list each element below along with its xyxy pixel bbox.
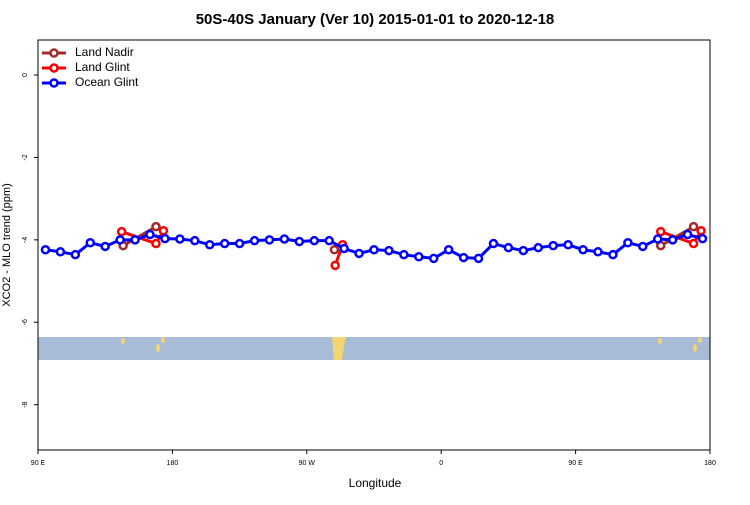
plot-frame <box>37 39 711 451</box>
data-point <box>414 251 424 262</box>
data-point <box>339 243 349 254</box>
data-point <box>329 244 340 255</box>
data-point <box>130 235 140 245</box>
data-point <box>85 237 96 248</box>
y-tick-label: -4 <box>22 237 29 243</box>
data-point <box>219 238 230 249</box>
data-point <box>264 235 275 245</box>
data-point <box>151 238 161 249</box>
x-tick-label: 180 <box>704 460 716 467</box>
data-point <box>330 260 340 271</box>
data-point <box>55 247 66 257</box>
data-point <box>354 248 364 259</box>
data-point <box>151 221 161 232</box>
data-point <box>696 226 706 236</box>
y-tick-label: -2 <box>22 154 29 160</box>
legend-label: Land Glint <box>75 60 130 74</box>
data-point <box>324 235 334 246</box>
chart-title: 50S-40S January (Ver 10) 2015-01-01 to 2… <box>196 11 555 28</box>
data-point <box>608 249 618 260</box>
data-point <box>369 244 379 255</box>
data-point <box>279 234 290 244</box>
y-tick-label: -6 <box>22 319 29 325</box>
legend-marker <box>49 63 59 73</box>
data-point <box>578 244 588 255</box>
data-point <box>204 240 215 250</box>
data-point <box>655 226 666 237</box>
data-point <box>548 240 558 251</box>
data-point <box>384 245 394 256</box>
x-tick-label: 180 <box>167 460 179 467</box>
data-point <box>488 238 499 249</box>
x-tick-label: 90 E <box>568 460 583 467</box>
data-point <box>623 237 633 248</box>
data-point <box>638 241 648 252</box>
y-axis-label: XCO2 - MLO trend (ppm) <box>1 183 13 306</box>
data-point <box>443 244 454 255</box>
legend-label: Land Nadir <box>75 45 134 59</box>
data-point <box>697 233 708 244</box>
data-point <box>688 238 699 249</box>
data-point <box>533 242 544 253</box>
data-point <box>116 226 127 237</box>
x-axis-label: Longitude <box>349 476 402 490</box>
data-point <box>249 235 260 246</box>
data-point <box>473 253 484 264</box>
data-point <box>234 238 245 249</box>
map-ocean <box>38 337 710 360</box>
legend-marker <box>49 48 59 58</box>
data-point <box>70 249 81 260</box>
data-point <box>160 233 170 244</box>
data-point <box>563 240 573 250</box>
data-point <box>593 247 603 257</box>
data-point <box>175 234 185 244</box>
legend-label: Ocean Glint <box>75 75 139 89</box>
data-point <box>503 242 514 253</box>
data-point <box>190 235 200 246</box>
legend-marker <box>49 78 59 88</box>
data-point <box>309 235 320 246</box>
data-point <box>158 226 169 236</box>
x-tick-label: 0 <box>439 460 443 467</box>
data-point <box>518 245 529 256</box>
data-point <box>145 229 155 240</box>
data-point <box>294 236 305 247</box>
data-point <box>682 229 693 240</box>
data-point <box>428 253 439 264</box>
x-tick-label: 90 E <box>31 460 46 467</box>
y-tick-label: 0 <box>22 73 29 77</box>
data-point <box>652 234 663 244</box>
y-tick-label: -8 <box>22 401 29 407</box>
data-point <box>399 249 409 260</box>
x-tick-label: 90 W <box>299 460 316 467</box>
data-point <box>100 241 110 252</box>
map-land <box>121 337 702 360</box>
data-point <box>458 252 469 263</box>
data-point <box>688 221 699 232</box>
data-point <box>40 244 51 255</box>
data-point <box>115 235 125 245</box>
data-point <box>667 235 678 245</box>
